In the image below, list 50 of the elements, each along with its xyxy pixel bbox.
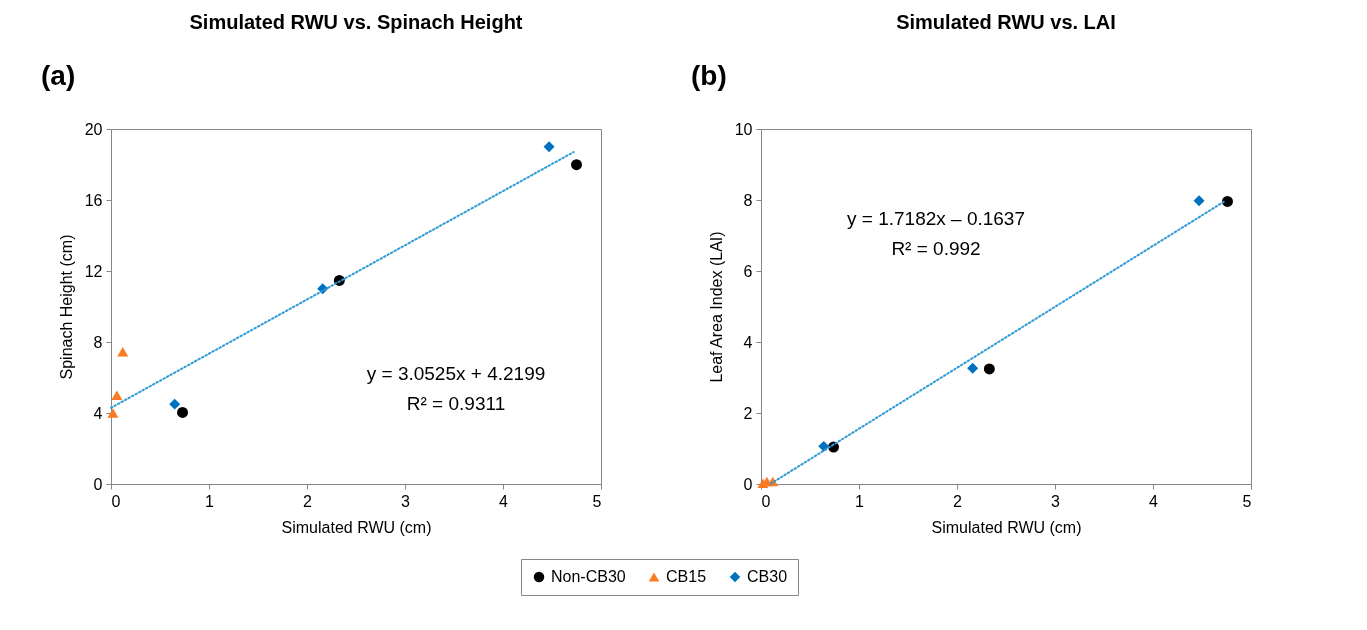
chart-title: Simulated RWU vs. LAI (896, 11, 1116, 33)
x-tick-label: 1 (855, 492, 865, 510)
x-tick-label: 4 (1149, 492, 1159, 510)
y-tick-label: 0 (743, 475, 753, 493)
x-tick-label: 5 (1242, 492, 1252, 510)
x-tick-label: 4 (499, 492, 509, 510)
y-tick-label: 8 (93, 333, 103, 351)
y-tick-label: 20 (84, 120, 103, 138)
x-tick-label: 3 (1051, 492, 1061, 510)
x-axis-title: Simulated RWU (cm) (931, 518, 1082, 536)
y-tick-label: 0 (93, 475, 103, 493)
text: (b) (691, 60, 727, 91)
point (117, 347, 129, 357)
point (1222, 195, 1233, 207)
point (177, 407, 189, 418)
y-axis-title: Leaf Area Index (LAI) (707, 231, 725, 383)
x-tick-label: 0 (111, 492, 121, 510)
point (571, 159, 582, 171)
x-tick-label: 2 (303, 492, 313, 510)
point (543, 141, 555, 153)
y-tick-label: 16 (84, 191, 103, 209)
y-tick-label: 8 (743, 191, 753, 209)
y-tick-label: 10 (734, 120, 753, 138)
point (169, 398, 181, 410)
y-tick-label: 12 (84, 262, 103, 280)
x-tick-label: 5 (592, 492, 602, 510)
y-tick-label: 6 (743, 262, 753, 280)
annotation: y = 1.7182x – 0.1637 (846, 208, 1026, 229)
annotation: y = 3.0525x + 4.2199 (366, 363, 546, 384)
legend-label: Non-CB30 (551, 568, 626, 585)
x-axis-title: Simulated RWU (cm) (281, 518, 432, 536)
point (983, 363, 995, 375)
x-tick-label: 1 (205, 492, 215, 510)
annotation: R² = 0.9311 (406, 393, 506, 414)
y-tick-label: 4 (93, 404, 103, 422)
chart-title: Simulated RWU vs. Spinach Height (189, 11, 523, 33)
legend-label: CB15 (666, 568, 707, 585)
annotation: R² = 0.992 (891, 238, 981, 259)
legend-label: CB30 (747, 568, 788, 585)
text: (a) (41, 60, 76, 91)
y-tick-label: 4 (743, 333, 753, 351)
point (107, 408, 119, 418)
point (1193, 195, 1205, 207)
point (967, 362, 979, 374)
x-tick-label: 3 (401, 492, 411, 510)
y-axis-title: Spinach Height (cm) (57, 234, 75, 380)
point (111, 390, 123, 400)
x-tick-label: 0 (761, 492, 771, 510)
x-tick-label: 2 (953, 492, 963, 510)
y-tick-label: 2 (743, 404, 753, 422)
